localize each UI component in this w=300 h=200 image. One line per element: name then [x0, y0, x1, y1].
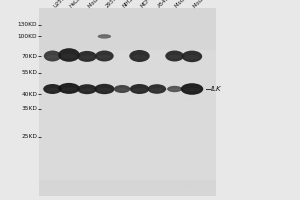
Ellipse shape — [58, 48, 80, 62]
Ellipse shape — [183, 184, 196, 186]
Ellipse shape — [185, 55, 199, 59]
Text: Mouse heart: Mouse heart — [175, 0, 201, 9]
Ellipse shape — [133, 88, 146, 92]
Ellipse shape — [94, 84, 115, 94]
Ellipse shape — [43, 84, 62, 94]
Text: A549: A549 — [157, 0, 170, 9]
Ellipse shape — [98, 55, 111, 59]
Ellipse shape — [80, 55, 94, 59]
Ellipse shape — [46, 55, 58, 59]
Ellipse shape — [130, 84, 149, 94]
Ellipse shape — [132, 55, 147, 59]
Ellipse shape — [114, 85, 130, 93]
Bar — [39, 8, 216, 196]
Ellipse shape — [44, 50, 61, 62]
Text: 100KD: 100KD — [18, 33, 37, 38]
Ellipse shape — [58, 83, 80, 94]
Text: ILK: ILK — [211, 86, 221, 92]
Text: MCF-7: MCF-7 — [140, 0, 154, 9]
Ellipse shape — [80, 88, 94, 92]
Bar — [39, 50, 216, 180]
Ellipse shape — [77, 51, 97, 62]
Text: U251: U251 — [52, 0, 66, 9]
Ellipse shape — [95, 50, 114, 62]
Ellipse shape — [184, 88, 200, 92]
Text: HeLa: HeLa — [69, 0, 82, 9]
Ellipse shape — [150, 88, 164, 91]
Ellipse shape — [97, 88, 112, 92]
Ellipse shape — [46, 88, 59, 92]
Ellipse shape — [61, 54, 76, 58]
Ellipse shape — [148, 84, 166, 94]
Ellipse shape — [77, 84, 97, 94]
Ellipse shape — [165, 50, 184, 62]
Ellipse shape — [129, 50, 150, 62]
Text: 293T: 293T — [104, 0, 117, 9]
Text: Mouse kidney: Mouse kidney — [87, 0, 116, 9]
Text: 55KD: 55KD — [21, 71, 37, 75]
Ellipse shape — [116, 88, 128, 91]
Text: NIH3T3: NIH3T3 — [122, 0, 139, 9]
Ellipse shape — [121, 92, 136, 94]
Text: 35KD: 35KD — [21, 106, 37, 112]
Text: 40KD: 40KD — [21, 92, 37, 97]
Text: 70KD: 70KD — [21, 53, 37, 58]
Ellipse shape — [168, 55, 181, 59]
Ellipse shape — [98, 34, 111, 39]
Ellipse shape — [169, 88, 180, 91]
Ellipse shape — [100, 36, 109, 38]
Text: 130KD: 130KD — [18, 22, 37, 27]
Ellipse shape — [61, 87, 76, 91]
Ellipse shape — [182, 51, 202, 62]
Text: 25KD: 25KD — [21, 134, 37, 140]
Ellipse shape — [181, 83, 203, 95]
Text: Mouse lung: Mouse lung — [192, 0, 217, 9]
Ellipse shape — [167, 86, 182, 92]
